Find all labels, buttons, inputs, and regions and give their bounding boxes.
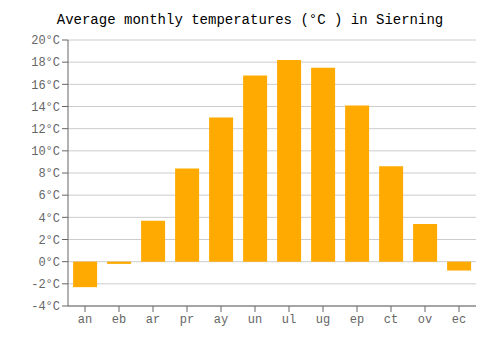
svg-text:ov: ov [418, 313, 432, 327]
svg-text:10°C: 10°C [31, 145, 60, 159]
svg-text:ec: ec [452, 313, 466, 327]
svg-text:-2°C: -2°C [31, 278, 60, 292]
svg-text:12°C: 12°C [31, 123, 60, 137]
svg-text:un: un [248, 313, 262, 327]
svg-text:ep: ep [350, 313, 364, 327]
svg-text:pr: pr [180, 313, 194, 327]
svg-text:20°C: 20°C [31, 34, 60, 48]
svg-text:0°C: 0°C [38, 256, 60, 270]
svg-text:an: an [78, 313, 92, 327]
svg-text:ul: ul [282, 313, 296, 327]
svg-text:4°C: 4°C [38, 212, 60, 226]
svg-text:ug: ug [316, 313, 330, 327]
svg-text:14°C: 14°C [31, 101, 60, 115]
html-text:Average monthly temperatures (: Average monthly temperatures (°C ) in Si… [56, 12, 444, 28]
svg-text:ar: ar [146, 313, 160, 327]
svg-text:2°C: 2°C [38, 234, 60, 248]
svg-text:ct: ct [384, 313, 398, 327]
svg-text:6°C: 6°C [38, 189, 60, 203]
svg-text:eb: eb [112, 313, 126, 327]
svg-text:ay: ay [214, 313, 228, 327]
svg-text:-4°C: -4°C [31, 300, 60, 314]
svg-text:8°C: 8°C [38, 167, 60, 181]
svg-text:16°C: 16°C [31, 79, 60, 93]
svg-text:18°C: 18°C [31, 56, 60, 70]
